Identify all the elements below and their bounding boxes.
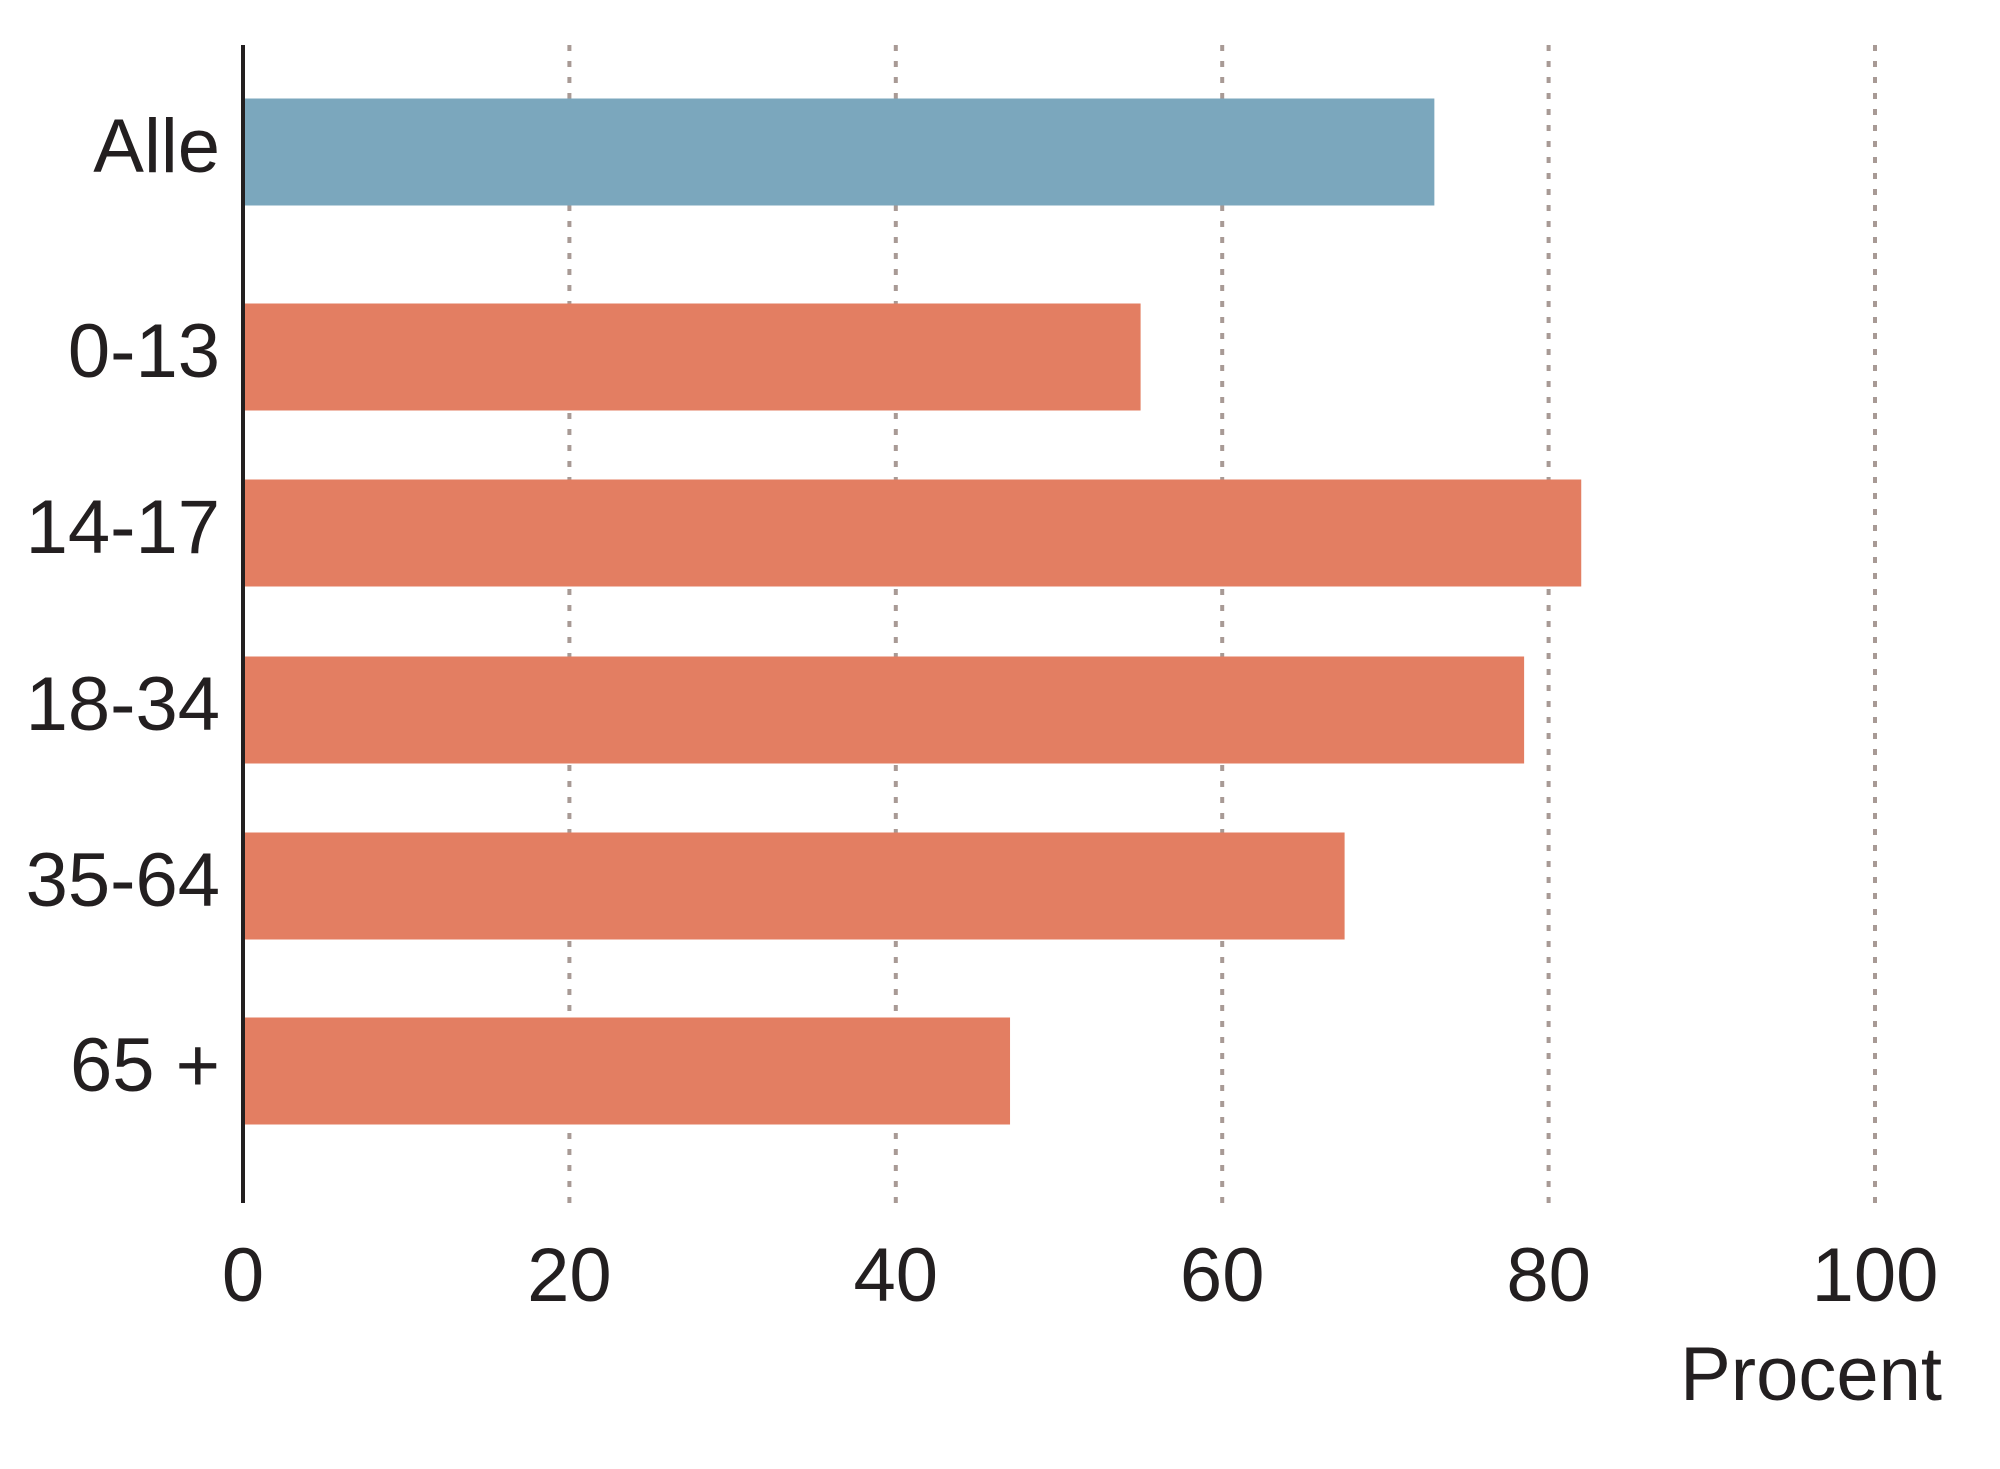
y-tick-label: 65 +: [70, 1023, 220, 1108]
y-tick-label: 18-34: [26, 662, 220, 747]
y-tick-label: 14-17: [26, 485, 220, 570]
bar: [243, 303, 1141, 411]
y-tick-label: 35-64: [26, 838, 220, 923]
x-tick-label: 60: [1180, 1233, 1265, 1318]
y-tick-label: 0-13: [68, 309, 220, 394]
bar: [243, 479, 1582, 587]
x-tick-label: 40: [854, 1233, 939, 1318]
x-tick-label: 0: [222, 1233, 264, 1318]
bar: [243, 1017, 1011, 1125]
x-tick-label: 80: [1506, 1233, 1591, 1318]
x-axis-label: Procent: [1680, 1332, 1942, 1417]
x-tick-label: 100: [1812, 1233, 1939, 1318]
x-tick-label: 20: [527, 1233, 612, 1318]
bar: [243, 98, 1435, 206]
bar: [243, 832, 1345, 940]
y-tick-label: Alle: [93, 104, 220, 189]
bar: [243, 656, 1525, 764]
